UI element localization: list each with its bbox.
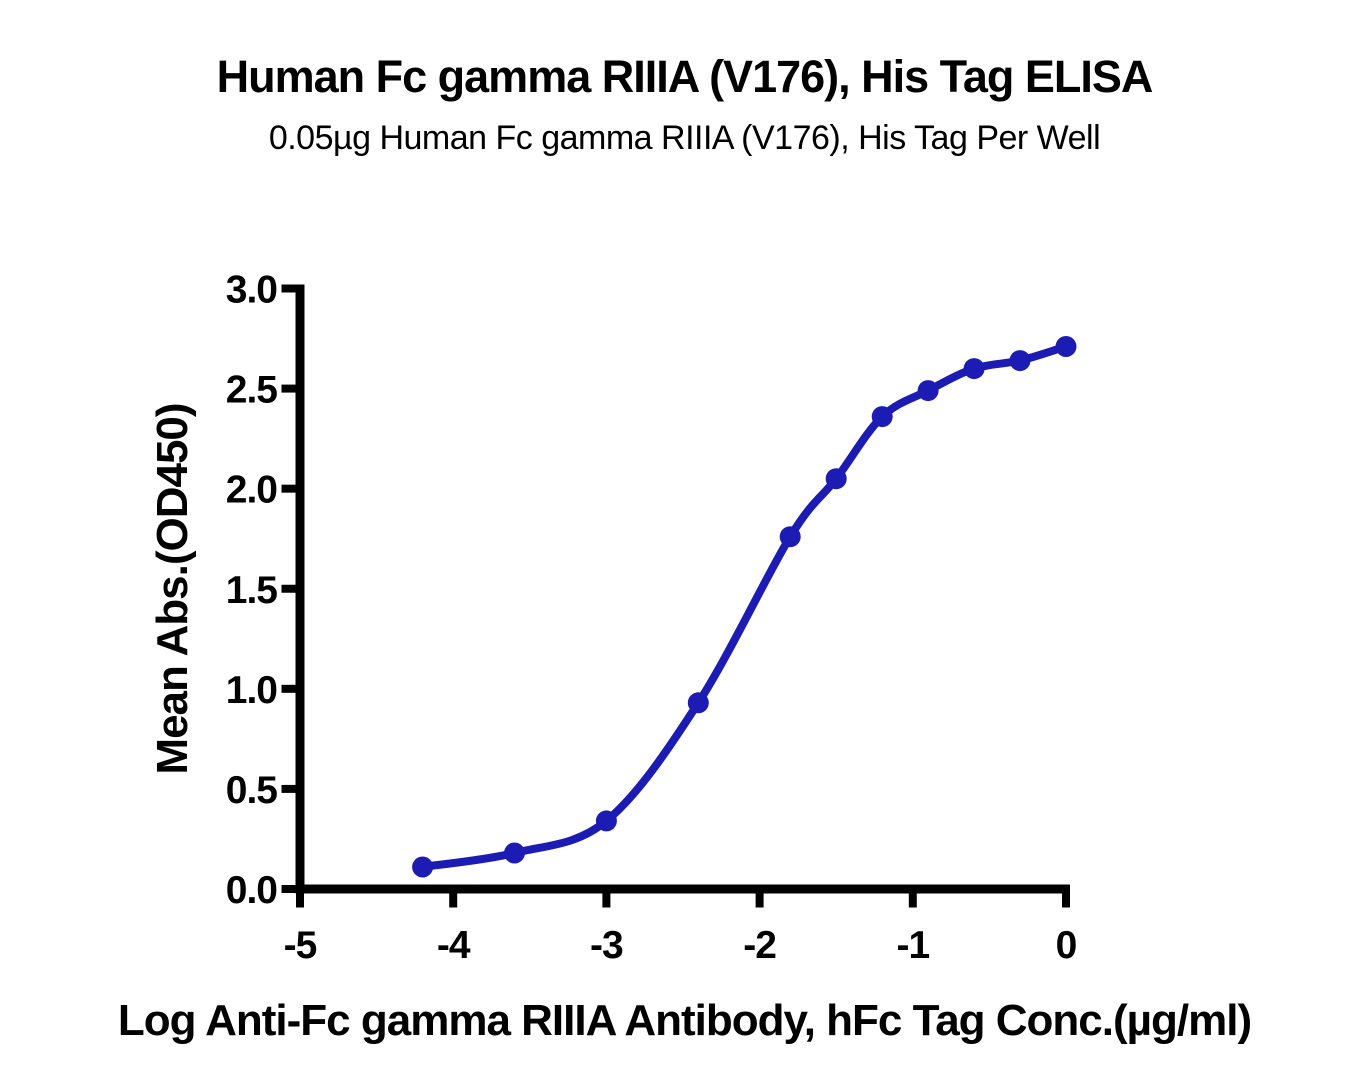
- data-point: [917, 380, 939, 402]
- data-point: [871, 406, 893, 428]
- data-point: [412, 856, 434, 878]
- fit-curve: [418, 342, 1070, 871]
- chart-title: Human Fc gamma RIIIA (V176), His Tag ELI…: [216, 51, 1154, 102]
- y-axis-title: Mean Abs.(OD450): [148, 403, 197, 775]
- data-point: [595, 810, 617, 832]
- y-tick-label: 2.0: [226, 469, 278, 512]
- y-tick-label: 0.5: [226, 769, 278, 812]
- data-point: [825, 468, 847, 490]
- y-tick-label: 0.0: [226, 869, 278, 912]
- y-tick-label: 2.5: [226, 369, 278, 412]
- y-tick-label: 1.0: [226, 669, 278, 712]
- data-point: [504, 842, 525, 864]
- x-tick-label: -1: [896, 924, 929, 967]
- x-tick-label: -5: [284, 924, 317, 967]
- x-tick-label: -3: [590, 924, 623, 967]
- data-point: [687, 692, 709, 714]
- x-axis-title: Log Anti-Fc gamma RIIIA Antibody, hFc Ta…: [117, 996, 1252, 1045]
- data-point: [779, 526, 801, 548]
- chart-subtitle: 0.05µg Human Fc gamma RIIIA (V176), His …: [268, 119, 1101, 157]
- x-tick-label: -2: [743, 924, 776, 967]
- y-tick-label: 1.5: [226, 569, 278, 612]
- data-point: [1055, 336, 1077, 357]
- y-tick-label: 3.0: [226, 269, 278, 312]
- data-point: [1009, 350, 1031, 372]
- x-tick-label: 0: [1056, 924, 1077, 967]
- data-point: [963, 358, 985, 380]
- x-tick-label: -4: [437, 924, 471, 967]
